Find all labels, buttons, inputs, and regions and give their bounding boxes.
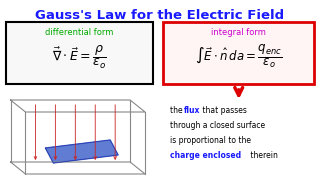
Text: differential form: differential form: [45, 28, 114, 37]
FancyBboxPatch shape: [5, 22, 153, 84]
Text: therein: therein: [248, 151, 277, 160]
Text: Gauss's Law for the Electric Field: Gauss's Law for the Electric Field: [36, 9, 284, 22]
Text: through a closed surface: through a closed surface: [170, 121, 265, 130]
FancyBboxPatch shape: [163, 22, 315, 84]
Text: that passes: that passes: [200, 106, 247, 115]
Text: $\int \vec{E}\cdot\hat{n}\, da = \dfrac{q_{enc}}{\varepsilon_o}$: $\int \vec{E}\cdot\hat{n}\, da = \dfrac{…: [195, 44, 283, 70]
Text: $\vec{\nabla}\cdot\vec{E} = \dfrac{\rho}{\varepsilon_o}$: $\vec{\nabla}\cdot\vec{E} = \dfrac{\rho}…: [52, 44, 107, 71]
Text: the: the: [170, 106, 185, 115]
Text: charge enclosed: charge enclosed: [170, 151, 241, 160]
Polygon shape: [45, 140, 118, 163]
Text: integral form: integral form: [211, 28, 266, 37]
Text: is proportional to the: is proportional to the: [170, 136, 251, 145]
Text: flux: flux: [184, 106, 200, 115]
